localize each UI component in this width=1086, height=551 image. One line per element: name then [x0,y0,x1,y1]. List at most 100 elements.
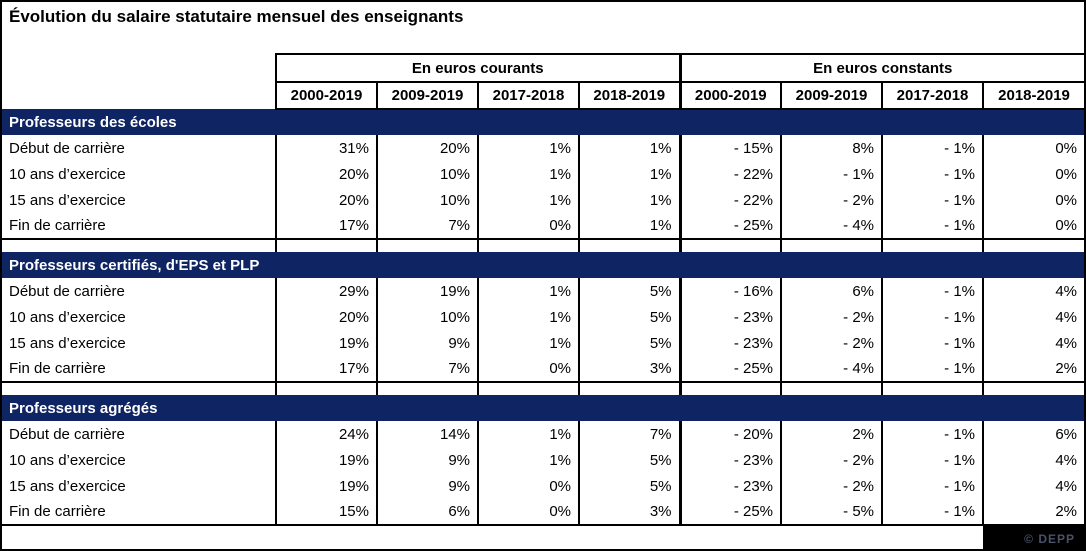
value-cell: - 16% [678,278,782,304]
value-cell: - 1% [881,161,984,187]
value-cell: 1% [477,187,579,213]
value-cell: - 25% [678,499,782,526]
section-header-row: Professeurs agrégés [2,395,1084,421]
value-cell: - 1% [881,187,984,213]
row-label: 10 ans d’exercice [2,161,277,187]
year-header-row: 2000-2019 2009-2019 2017-2018 2018-2019 … [2,81,1084,110]
value-cell: - 1% [881,135,984,161]
table-row: Fin de carrière 17% 7% 0% 1% - 25% - 4% … [2,213,1084,240]
value-cell: - 1% [881,278,984,304]
value-cell: 7% [376,213,478,240]
value-cell: - 2% [780,447,883,473]
value-cell: 0% [477,473,579,499]
column-group-header-courants: En euros courants [274,53,682,83]
value-cell: - 23% [678,304,782,330]
spacer-cell [477,382,579,395]
corner-blank-cell [2,54,276,82]
value-cell: - 22% [678,187,782,213]
column-header: 2017-2018 [477,81,580,110]
spacer-cell [881,382,984,395]
spacer-cell [2,239,277,252]
row-label: 15 ans d’exercice [2,187,277,213]
spacer-cell [275,239,377,252]
value-cell: 5% [577,304,681,330]
value-cell: 1% [577,187,681,213]
value-cell: 0% [477,499,579,526]
spacer-cell [780,239,883,252]
value-cell: 15% [275,499,377,526]
value-cell: 29% [275,278,377,304]
value-cell: - 2% [780,304,883,330]
spacer-cell [477,239,579,252]
value-cell: 0% [982,187,1084,213]
page-title: Évolution du salaire statutaire mensuel … [9,7,464,26]
value-cell: 10% [376,304,478,330]
value-cell: - 1% [881,213,984,240]
value-cell: 1% [577,213,681,240]
value-cell: - 1% [881,330,984,356]
table-row: Fin de carrière 17% 7% 0% 3% - 25% - 4% … [2,356,1084,383]
table-row: 10 ans d’exercice 19% 9% 1% 5% - 23% - 2… [2,447,1084,473]
value-cell: 19% [275,330,377,356]
spacer-cell [577,382,681,395]
value-cell: - 22% [678,161,782,187]
value-cell: - 25% [678,356,782,383]
spacer-cell [376,239,478,252]
value-cell: 5% [577,330,681,356]
value-cell: 0% [982,135,1084,161]
value-cell: - 2% [780,187,883,213]
value-cell: 1% [477,278,579,304]
value-cell: 4% [982,330,1084,356]
value-cell: - 23% [678,330,782,356]
value-cell: 20% [275,187,377,213]
value-cell: 6% [982,421,1084,447]
table-row: Début de carrière 24% 14% 1% 7% - 20% 2%… [2,421,1084,447]
spacer-cell [577,239,681,252]
section-header: Professeurs certifiés, d'EPS et PLP [2,252,1084,278]
row-label: Début de carrière [2,421,277,447]
value-cell: 14% [376,421,478,447]
depp-credit-badge: © DEPP [983,526,1084,549]
value-cell: 7% [577,421,681,447]
value-cell: - 20% [678,421,782,447]
value-cell: - 1% [881,473,984,499]
value-cell: - 1% [881,447,984,473]
value-cell: - 1% [780,161,883,187]
value-cell: 20% [275,304,377,330]
spacer-cell [881,239,984,252]
value-cell: - 1% [881,421,984,447]
value-cell: 1% [477,161,579,187]
row-label: Fin de carrière [2,213,277,240]
value-cell: 24% [275,421,377,447]
section-header-row: Professeurs des écoles [2,109,1084,135]
value-cell: 1% [477,421,579,447]
row-label: Fin de carrière [2,499,277,526]
table-row: 10 ans d’exercice 20% 10% 1% 1% - 22% - … [2,161,1084,187]
spacer-cell [376,382,478,395]
table-row: Début de carrière 29% 19% 1% 5% - 16% 6%… [2,278,1084,304]
value-cell: 31% [275,135,377,161]
value-cell: 7% [376,356,478,383]
value-cell: - 4% [780,356,883,383]
row-label: 15 ans d’exercice [2,330,277,356]
value-cell: 2% [982,356,1084,383]
value-cell: 17% [275,213,377,240]
value-cell: 4% [982,304,1084,330]
value-cell: 5% [577,278,681,304]
value-cell: 0% [477,356,579,383]
value-cell: 6% [780,278,883,304]
footer-badge-cell: © DEPP [983,525,1084,549]
section-header: Professeurs des écoles [2,109,1084,135]
footer-blank-cell [2,525,983,549]
value-cell: 9% [376,447,478,473]
value-cell: 2% [982,499,1084,526]
footer-row: © DEPP [2,525,1084,549]
column-header: 2018-2019 [982,81,1084,110]
value-cell: 0% [982,213,1084,240]
value-cell: 3% [577,356,681,383]
value-cell: - 23% [678,473,782,499]
value-cell: 10% [376,161,478,187]
column-header: 2009-2019 [780,81,884,110]
value-cell: 4% [982,278,1084,304]
value-cell: 1% [477,330,579,356]
